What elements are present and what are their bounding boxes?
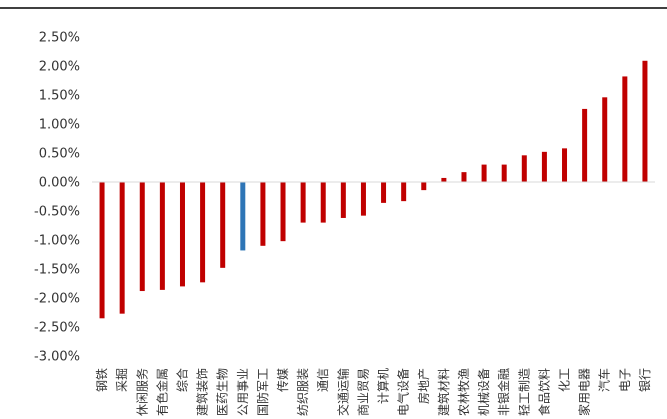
x-category-label: 化工 bbox=[558, 368, 572, 392]
y-tick-label: 1.50% bbox=[39, 89, 80, 104]
y-axis-ticks: 2.50% 2.00% 1.50% 1.00% 0.50% 0.00% -0.50% -1.0… bbox=[34, 31, 80, 365]
x-category-label: 采掘 bbox=[114, 368, 129, 392]
y-tick-label: -2.00% bbox=[34, 292, 80, 307]
bar-19 bbox=[461, 172, 467, 182]
y-tick-label: 0.50% bbox=[39, 147, 80, 162]
x-category-label: 轻工制造 bbox=[517, 368, 531, 416]
bar-23 bbox=[541, 151, 547, 182]
x-category-label: 非银金融 bbox=[496, 368, 511, 416]
bar-8 bbox=[240, 182, 246, 251]
x-category-label: 休闲服务 bbox=[134, 368, 149, 416]
bar-24 bbox=[562, 148, 568, 182]
bar-5 bbox=[179, 182, 185, 287]
bar-11 bbox=[300, 182, 306, 223]
x-category-label: 纺织服装 bbox=[296, 368, 310, 416]
x-axis-labels: 钢铁 采掘 休闲服务 有色金属 综合 建筑装饰 医药生物 公用事业 国防军工 传媒 纺织服装 通信 交通… bbox=[95, 368, 652, 416]
bar-21 bbox=[501, 164, 507, 182]
y-tick-label: 0.00% bbox=[39, 176, 80, 191]
y-tick-label: 2.50% bbox=[39, 31, 80, 46]
x-category-label: 机械设备 bbox=[476, 368, 491, 416]
x-category-label: 房地产 bbox=[416, 368, 431, 404]
bar-22 bbox=[521, 155, 527, 182]
y-tick-label: 2.00% bbox=[39, 60, 80, 75]
x-category-label: 银行 bbox=[638, 368, 652, 392]
x-category-label: 交通运输 bbox=[335, 368, 350, 416]
bar-1 bbox=[99, 182, 105, 319]
x-category-label: 综合 bbox=[174, 368, 189, 392]
x-category-label: 建筑材料 bbox=[436, 368, 451, 416]
x-category-label: 钢铁 bbox=[95, 368, 109, 392]
bar-13 bbox=[340, 182, 346, 218]
y-tick-label: -1.50% bbox=[34, 263, 80, 278]
bar-28 bbox=[642, 60, 648, 182]
bar-18 bbox=[441, 177, 447, 182]
x-category-label: 汽车 bbox=[597, 368, 612, 392]
bar-7 bbox=[220, 182, 226, 268]
x-category-label: 商业贸易 bbox=[355, 368, 370, 416]
x-category-label: 电子 bbox=[618, 368, 632, 392]
x-category-label: 国防军工 bbox=[255, 368, 270, 416]
y-tick-label: -3.00% bbox=[34, 350, 80, 365]
bar-27 bbox=[622, 76, 628, 182]
bar-10 bbox=[280, 182, 286, 242]
y-tick-label: -1.00% bbox=[34, 234, 80, 249]
bar-2 bbox=[119, 182, 125, 314]
x-category-label: 计算机 bbox=[376, 368, 391, 404]
bar-17 bbox=[421, 182, 427, 191]
bar-4 bbox=[159, 182, 165, 290]
x-category-label: 有色金属 bbox=[154, 368, 169, 416]
x-category-label: 食品饮料 bbox=[536, 368, 551, 416]
y-tick-label: -2.50% bbox=[34, 321, 80, 336]
bar-12 bbox=[320, 182, 326, 223]
bar-6 bbox=[200, 182, 206, 283]
bar-20 bbox=[481, 164, 487, 182]
bar-25 bbox=[582, 108, 588, 182]
x-category-label: 家用电器 bbox=[577, 368, 592, 416]
x-category-label: 医药生物 bbox=[216, 368, 230, 416]
x-category-label: 电气设备 bbox=[396, 368, 411, 416]
x-category-label: 公用事业 bbox=[236, 368, 250, 416]
bar-14 bbox=[360, 182, 366, 216]
x-category-label: 通信 bbox=[316, 368, 330, 392]
bar-9 bbox=[260, 182, 266, 246]
bar-26 bbox=[602, 97, 608, 182]
y-tick-label: 1.00% bbox=[39, 118, 80, 133]
bar-series bbox=[99, 60, 648, 319]
x-category-label: 建筑装饰 bbox=[195, 368, 210, 416]
x-category-label: 传媒 bbox=[275, 368, 290, 392]
x-category-label: 农林牧渔 bbox=[457, 368, 471, 416]
bar-15 bbox=[381, 182, 387, 203]
y-tick-label: -0.50% bbox=[34, 205, 80, 220]
bar-3 bbox=[139, 182, 145, 292]
bar-16 bbox=[401, 182, 407, 202]
